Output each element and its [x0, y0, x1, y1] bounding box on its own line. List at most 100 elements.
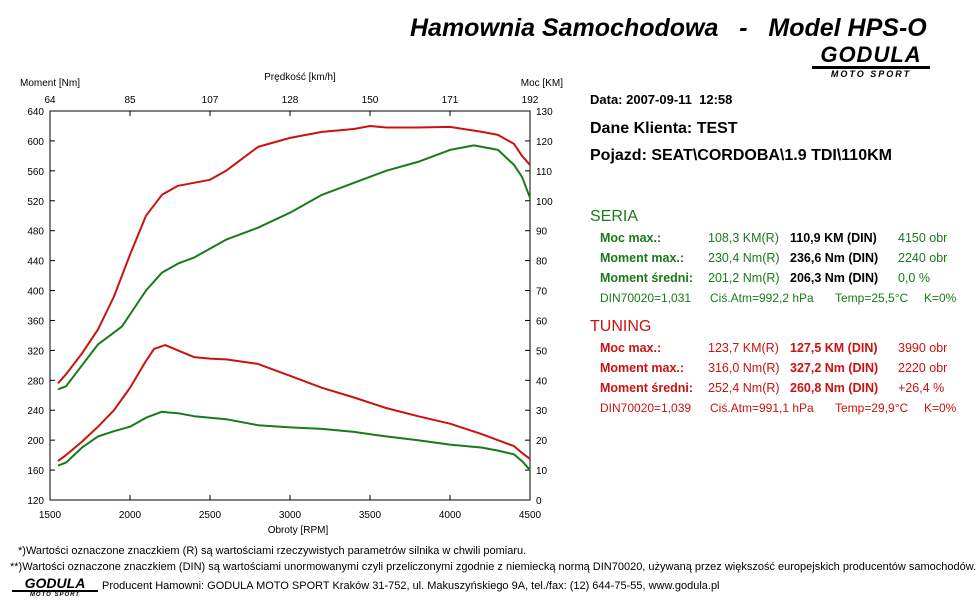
right-tick-label: 30 [536, 406, 548, 417]
row-din-value: 260,8 Nm (DIN) [790, 381, 879, 395]
row-r-value: 316,0 Nm(R) [708, 361, 780, 375]
right-tick-label: 70 [536, 287, 548, 298]
left-tick-label: 160 [27, 466, 44, 477]
vehicle-label: Pojazd: SEAT\CORDOBA\1.9 TDI\110KM [590, 147, 892, 164]
right-tick-label: 60 [536, 316, 548, 327]
left-tick-label: 400 [27, 287, 44, 298]
right-tick-label: 80 [536, 257, 548, 268]
row-label: Moment max.: [600, 361, 685, 375]
x-tick-label: 2000 [119, 510, 142, 521]
row-din-value: 110,9 KM (DIN) [790, 231, 877, 245]
top-tick-label: 192 [522, 95, 539, 106]
brand-logo: GODULA MOTO SPORT [812, 44, 930, 79]
right-axis-label: Moc [KM] [521, 78, 563, 89]
left-tick-label: 640 [27, 107, 44, 118]
x-tick-label: 4500 [519, 510, 542, 521]
k-factor: K=0% [924, 401, 957, 415]
left-tick-label: 440 [27, 257, 44, 268]
x-tick-label: 4000 [439, 510, 462, 521]
row-label: Moc max.: [600, 231, 662, 245]
torque-curve-tuning [57, 344, 531, 462]
left-tick-label: 320 [27, 346, 44, 357]
top-axis-label: Prędkość [km/h] [264, 72, 336, 83]
row-din-value: 327,2 Nm (DIN) [790, 361, 879, 375]
row-r-value: 252,4 Nm(R) [708, 381, 780, 395]
din-factor: DIN70020=1,039 [600, 401, 692, 415]
logo-wordmark: GODULA [12, 576, 98, 592]
temperature: Temp=25,5°C [835, 291, 909, 305]
footer-logo: GODULA MOTO SPORT [12, 576, 98, 598]
top-tick-label: 128 [282, 95, 299, 106]
footnote-r: *)Wartości oznaczone znaczkiem (R) są wa… [18, 545, 527, 557]
x-tick-label: 3500 [359, 510, 382, 521]
row-din-value: 236,6 Nm (DIN) [790, 251, 879, 265]
right-tick-label: 130 [536, 107, 553, 118]
din-factor: DIN70020=1,031 [600, 291, 692, 305]
right-tick-label: 100 [536, 197, 553, 208]
row-label: Moment średni: [600, 271, 694, 285]
date-label: Data: 2007-09-11 12:58 [590, 92, 733, 107]
seria-title: SERIA [590, 208, 639, 225]
row-extra: 4150 obr [898, 231, 948, 245]
row-r-value: 108,3 KM(R) [708, 231, 779, 245]
row-extra: +26,4 % [898, 381, 945, 395]
plot-frame [49, 110, 531, 501]
footnote-din: **)Wartości oznaczone znaczkiem (DIN) są… [10, 561, 977, 573]
temperature: Temp=29,9°C [835, 401, 909, 415]
row-label: Moc max.: [600, 341, 662, 355]
x-tick-label: 3000 [279, 510, 302, 521]
left-tick-label: 240 [27, 406, 44, 417]
left-tick-label: 280 [27, 376, 44, 387]
left-tick-label: 520 [27, 197, 44, 208]
row-din-value: 127,5 KM (DIN) [790, 341, 878, 355]
top-tick-label: 150 [362, 95, 379, 106]
top-tick-label: 85 [124, 95, 136, 106]
x-axis-label: Obroty [RPM] [268, 525, 329, 536]
logo-wordmark: GODULA [812, 44, 930, 69]
atm-pressure: Ciś.Atm=991,1 hPa [710, 401, 814, 415]
row-extra: 2240 obr [898, 251, 948, 265]
left-tick-label: 120 [27, 496, 44, 507]
right-tick-label: 40 [536, 376, 548, 387]
x-tick-label: 1500 [39, 510, 62, 521]
row-label: Moment max.: [600, 251, 685, 265]
x-tick-label: 2500 [199, 510, 222, 521]
row-extra: 0,0 % [898, 271, 930, 285]
logo-tagline: MOTO SPORT [830, 69, 912, 79]
power-curve-tuning [57, 125, 531, 384]
right-tick-label: 90 [536, 227, 548, 238]
producer-footer: GODULA MOTO SPORT Producent Hamowni: GOD… [10, 576, 950, 598]
row-r-value: 123,7 KM(R) [708, 341, 779, 355]
right-tick-label: 10 [536, 466, 548, 477]
left-tick-label: 560 [27, 167, 44, 178]
top-tick-label: 107 [202, 95, 219, 106]
row-label: Moment średni: [600, 381, 694, 395]
left-tick-label: 480 [27, 227, 44, 238]
page-title: Hamownia Samochodowa - Model HPS-O [410, 14, 927, 42]
top-tick-label: 64 [44, 95, 56, 106]
row-r-value: 201,2 Nm(R) [708, 271, 780, 285]
power-curve-seria [57, 144, 531, 391]
row-din-value: 206,3 Nm (DIN) [790, 271, 879, 285]
top-tick-label: 171 [442, 95, 459, 106]
right-tick-label: 0 [536, 496, 542, 507]
right-tick-label: 20 [536, 436, 548, 447]
right-tick-label: 120 [536, 137, 553, 148]
left-tick-label: 200 [27, 436, 44, 447]
row-extra: 3990 obr [898, 341, 948, 355]
tuning-title: TUNING [590, 318, 652, 335]
row-r-value: 230,4 Nm(R) [708, 251, 780, 265]
dyno-chart: 6406005605204804404003603202802402001601… [20, 72, 563, 536]
atm-pressure: Ciś.Atm=992,2 hPa [710, 291, 814, 305]
logo-tagline: MOTO SPORT [29, 592, 81, 598]
right-tick-label: 110 [536, 167, 552, 178]
left-tick-label: 360 [27, 316, 44, 327]
torque-curve-seria [57, 410, 531, 471]
row-extra: 2220 obr [898, 361, 948, 375]
producer-info: Producent Hamowni: GODULA MOTO SPORT Kra… [102, 580, 720, 592]
right-tick-label: 50 [536, 346, 548, 357]
client-label: Dane Klienta: TEST [590, 120, 738, 137]
left-tick-label: 600 [27, 137, 44, 148]
left-axis-label: Moment [Nm] [20, 78, 80, 89]
k-factor: K=0% [924, 291, 957, 305]
